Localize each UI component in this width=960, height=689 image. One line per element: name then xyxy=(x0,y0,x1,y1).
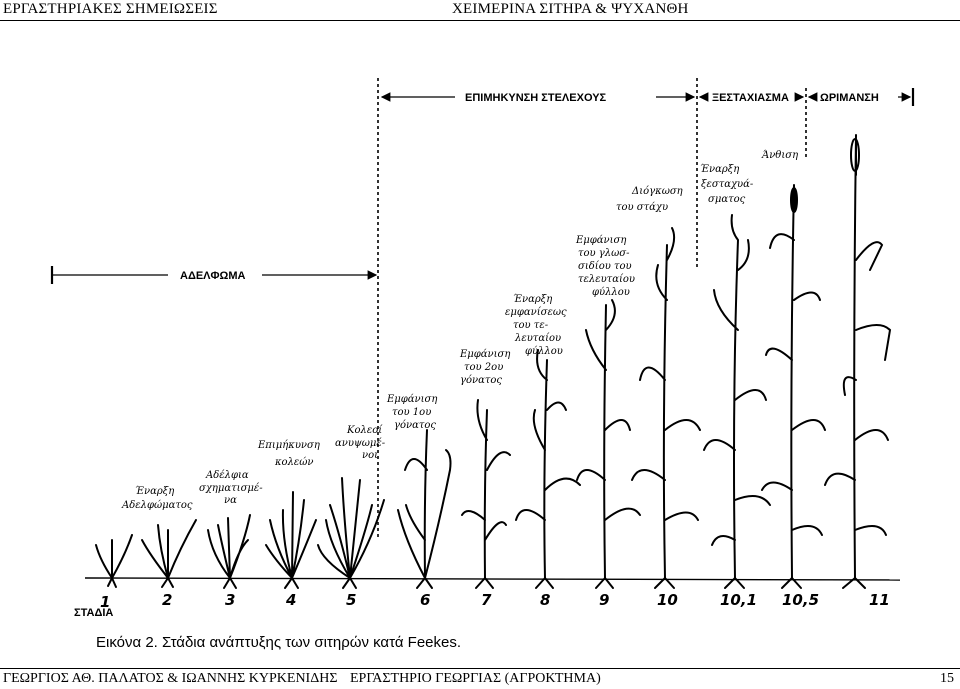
stage-number-4: 4 xyxy=(285,591,296,609)
annotation-second-node-1: Εμφάνιση xyxy=(459,349,510,360)
footer-authors: ΓΕΩΡΓΙΟΣ ΑΘ. ΠΑΛΑΤΟΣ & ΙΩΑΝΝΗΣ ΚΥΡΚΕΝΙΔΗ… xyxy=(3,671,338,686)
annotation-flag-leaf-start-5: φύλλου xyxy=(525,346,563,357)
tillering-phase-arrow: ΑΔΕΛΦΩΜΑ xyxy=(50,266,378,284)
plant-stage-10 xyxy=(631,227,701,589)
plant-stage-11 xyxy=(824,134,892,589)
annotation-first-node-3: γόνατος xyxy=(394,420,436,431)
stage-annotations: Έναρξη Αδελφώματος Αδέλφια σχηματισμέ- ν… xyxy=(121,150,798,511)
figure-caption: Εικόνα 2. Στάδια ανάπτυξης των σιτηρών κ… xyxy=(96,634,462,651)
annotation-sheaths-erect-3: νοι xyxy=(362,450,378,461)
plant-stage-6 xyxy=(397,429,452,589)
stages-label: ΣΤΑΔΙΑ xyxy=(74,607,113,619)
page-number: 15 xyxy=(940,671,954,686)
stem-elongation-phase-label: ΕΠΙΜΗΚΥΝΣΗ ΣΤΕΛΕΧΟΥΣ xyxy=(465,92,607,104)
stage-numbers: 1 2 3 4 5 6 7 8 9 10 10,1 10,5 11 xyxy=(100,591,890,611)
annotation-sheaths-erect-2: ανυψωμέ- xyxy=(335,438,386,449)
annotation-tillers-formed-1: Αδέλφια xyxy=(205,470,249,481)
phase-boundaries xyxy=(377,78,807,540)
ripening-phase-label: ΩΡΙΜΑΝΣΗ xyxy=(820,92,879,104)
page-header: ΕΡΓΑΣΤΗΡΙΑΚΕΣ ΣΗΜΕΙΩΣΕΙΣ ΧΕΙΜΕΡΙΝΑ ΣΙΤΗΡ… xyxy=(0,0,960,21)
heading-phase-arrow: ΞΕΣΤΑΧΙΑΣΜΑ xyxy=(698,92,805,104)
annotation-tillers-formed-2: σχηματισμέ- xyxy=(199,483,263,494)
stage-number-1: 1 xyxy=(100,593,110,611)
stage-number-6: 6 xyxy=(420,591,430,609)
annotation-flag-ligule-3: σιδίου του xyxy=(578,261,632,272)
annotation-second-node-3: γόνατος xyxy=(460,375,502,386)
plant-stage-3 xyxy=(207,514,251,589)
annotation-flag-ligule-1: Εμφάνιση xyxy=(575,235,626,246)
plant-stage-5 xyxy=(317,477,385,589)
annotation-flag-leaf-start-1: Έναρξη xyxy=(513,294,552,305)
plant-stage-8 xyxy=(515,349,581,589)
annotation-flag-leaf-start-2: εμφανίσεως xyxy=(505,307,567,318)
footer-lab: ΕΡΓΑΣΤΗΡΙΟ ΓΕΩΡΓΙΑΣ (ΑΓΡΟΚΤΗΜΑ) xyxy=(350,671,601,686)
plant-drawings xyxy=(95,134,892,589)
annotation-sheaths-erect-1: Κολεοί xyxy=(346,425,383,436)
annotation-sheath-elongation-1: Επιμήκυνση xyxy=(257,440,320,451)
annotation-boot-swelling-2: του στάχυ xyxy=(616,202,668,213)
annotation-heading-start-1: Έναρξη xyxy=(700,164,739,175)
stage-number-9: 9 xyxy=(599,591,609,609)
annotation-start-tillering-1: Έναρξη xyxy=(135,486,174,497)
stage-number-10-1: 10,1 xyxy=(720,591,757,609)
annotation-flag-ligule-2: του γλωσ- xyxy=(578,248,630,259)
stage-number-2: 2 xyxy=(162,591,172,609)
annotation-flag-leaf-start-3: του τε- xyxy=(513,320,549,331)
stage-number-3: 3 xyxy=(225,591,235,609)
annotation-flowering: Άνθιση xyxy=(761,150,798,161)
stage-number-7: 7 xyxy=(481,591,492,609)
stage-number-5: 5 xyxy=(346,591,356,609)
header-left-title: ΕΡΓΑΣΤΗΡΙΑΚΕΣ ΣΗΜΕΙΩΣΕΙΣ xyxy=(3,1,218,17)
stem-elongation-phase-arrow: ΕΠΙΜΗΚΥΝΣΗ ΣΤΕΛΕΧΟΥΣ xyxy=(380,92,696,104)
page-footer: ΓΕΩΡΓΙΟΣ ΑΘ. ΠΑΛΑΤΟΣ & ΙΩΑΝΝΗΣ ΚΥΡΚΕΝΙΔΗ… xyxy=(0,668,960,689)
annotation-flag-ligule-5: φύλλου xyxy=(592,287,630,298)
heading-phase-label: ΞΕΣΤΑΧΙΑΣΜΑ xyxy=(712,92,789,104)
stage-number-11: 11 xyxy=(869,591,890,609)
stage-number-10-5: 10,5 xyxy=(782,591,819,609)
stage-number-10: 10 xyxy=(657,591,678,609)
ripening-phase-arrow: ΩΡΙΜΑΝΣΗ xyxy=(807,88,915,106)
annotation-sheath-elongation-2: κολεών xyxy=(274,457,314,468)
ground-line xyxy=(84,577,901,581)
annotation-start-tillering-2: Αδελφώματος xyxy=(121,500,193,511)
plant-stage-10-1 xyxy=(703,214,771,589)
plant-stage-9 xyxy=(576,299,641,589)
annotation-heading-start-3: σματος xyxy=(708,194,746,205)
annotation-second-node-2: του 2ου xyxy=(464,362,503,373)
stage-number-8: 8 xyxy=(540,591,550,609)
annotation-flag-ligule-4: τελευταίου xyxy=(578,274,635,285)
annotation-first-node-1: Εμφάνιση xyxy=(386,394,437,405)
header-right-title: ΧΕΙΜΕΡΙΝΑ ΣΙΤΗΡΑ & ΨΥΧΑΝΘΗ xyxy=(452,1,689,17)
plant-stage-10-5 xyxy=(761,184,826,589)
plant-stage-1 xyxy=(95,534,133,588)
tillering-phase-label: ΑΔΕΛΦΩΜΑ xyxy=(180,270,246,282)
plant-stage-4 xyxy=(265,491,317,589)
annotation-first-node-2: του 1ου xyxy=(392,407,431,418)
plant-stage-7 xyxy=(461,399,511,589)
plant-stage-2 xyxy=(141,519,197,588)
annotation-tillers-formed-3: να xyxy=(224,495,237,506)
feekes-stages-figure: ΑΔΕΛΦΩΜΑ ΕΠΙΜΗΚΥΝΣΗ ΣΤΕΛΕΧΟΥΣ ΞΕΣΤΑΧΙΑΣΜ… xyxy=(50,78,915,619)
annotation-boot-swelling-1: Διόγκωση xyxy=(631,186,683,197)
annotation-flag-leaf-start-4: λευταίου xyxy=(514,333,561,344)
annotation-heading-start-2: ξεσταχυά- xyxy=(701,179,754,190)
